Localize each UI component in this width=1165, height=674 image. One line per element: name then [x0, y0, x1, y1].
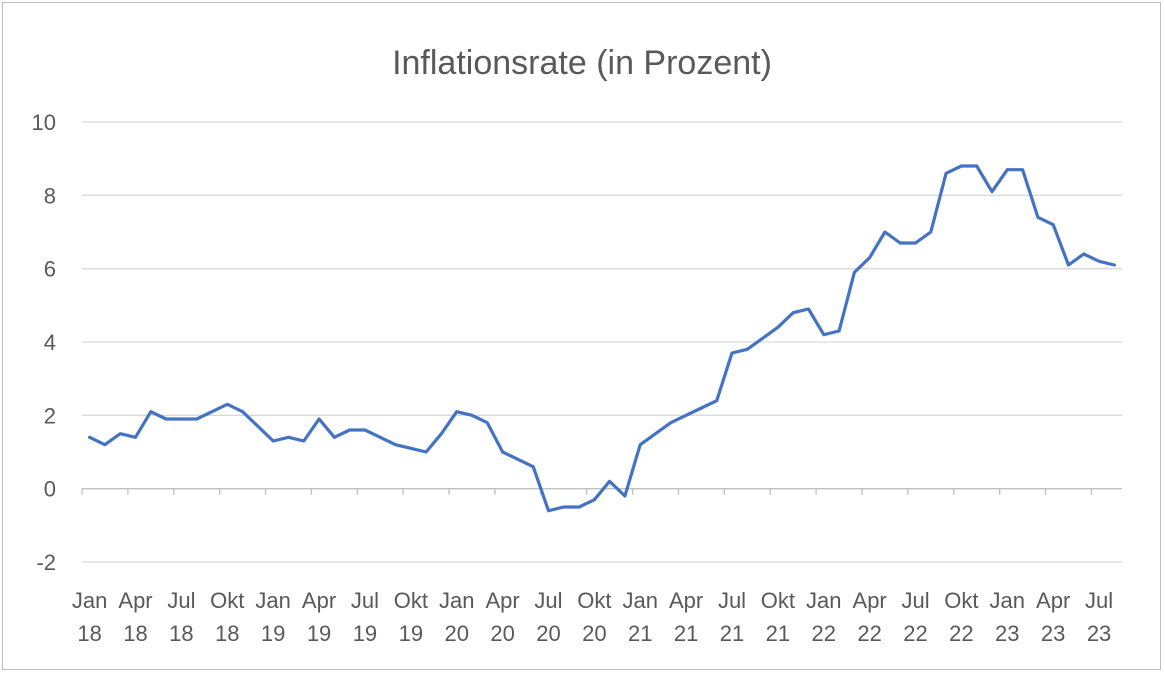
- x-tick-year: 18: [123, 621, 147, 646]
- x-tick-label: Jan 23: [990, 588, 1025, 646]
- x-tick-year: 18: [215, 621, 239, 646]
- x-tick-month: Okt: [577, 588, 611, 613]
- x-tick-month: Okt: [210, 588, 244, 613]
- x-tick-month: Apr: [302, 588, 336, 613]
- x-axis-ticks: Jan 18 Apr 18 Jul 18 Okt 18 Jan 19 Apr 19 Jul 19 Okt 19…: [72, 488, 1113, 646]
- x-tick-month: Okt: [761, 588, 795, 613]
- x-tick-month: Apr: [1036, 588, 1070, 613]
- x-tick-label: Apr 20: [485, 588, 519, 646]
- x-tick-month: Jan: [72, 588, 107, 613]
- y-tick-label: 2: [44, 403, 56, 428]
- x-tick-month: Jul: [1085, 588, 1113, 613]
- x-tick-year: 18: [169, 621, 193, 646]
- y-tick-label: 8: [44, 183, 56, 208]
- x-tick-year: 21: [766, 621, 790, 646]
- x-tick-label: Jul 21: [718, 588, 746, 646]
- gridlines: [82, 121, 1122, 563]
- x-tick-month: Apr: [485, 588, 519, 613]
- x-tick-month: Jul: [351, 588, 379, 613]
- x-tick-month: Jul: [718, 588, 746, 613]
- x-tick-month: Apr: [118, 588, 152, 613]
- x-tick-label: Apr 18: [118, 588, 152, 646]
- y-tick-label: 6: [44, 257, 56, 282]
- x-tick-month: Jul: [534, 588, 562, 613]
- x-tick-label: Jan 21: [622, 588, 657, 646]
- x-tick-label: Okt 20: [577, 588, 611, 646]
- x-tick-year: 19: [307, 621, 331, 646]
- x-tick-label: Jan 22: [806, 588, 841, 646]
- x-tick-year: 23: [995, 621, 1019, 646]
- y-tick-label: 0: [44, 477, 56, 502]
- y-tick-label: -2: [36, 550, 56, 575]
- x-tick-label: Jan 19: [255, 588, 290, 646]
- x-tick-year: 23: [1087, 621, 1111, 646]
- x-tick-label: Jul 19: [351, 588, 379, 646]
- x-tick-label: Jul 23: [1085, 588, 1113, 646]
- x-tick-month: Apr: [669, 588, 703, 613]
- x-tick-year: 19: [399, 621, 423, 646]
- x-tick-label: Jul 18: [167, 588, 195, 646]
- y-tick-label: 10: [32, 110, 56, 135]
- x-tick-year: 19: [353, 621, 377, 646]
- series-layer: [87, 164, 1117, 513]
- x-tick-year: 21: [674, 621, 698, 646]
- x-tick-label: Jul 20: [534, 588, 562, 646]
- x-tick-month: Jan: [990, 588, 1025, 613]
- x-tick-year: 19: [261, 621, 285, 646]
- x-tick-label: Okt 18: [210, 588, 244, 646]
- chart-title: Inflationsrate (in Prozent): [392, 44, 772, 82]
- x-tick-year: 22: [949, 621, 973, 646]
- series-line: [87, 164, 1117, 513]
- x-tick-month: Jan: [622, 588, 657, 613]
- x-tick-year: 20: [490, 621, 514, 646]
- x-tick-label: Apr 21: [669, 588, 703, 646]
- y-axis-ticks: 10 8 6 4 2 0 -2: [32, 110, 56, 575]
- x-tick-month: Jan: [439, 588, 474, 613]
- y-tick-label: 4: [44, 330, 56, 355]
- x-tick-month: Okt: [944, 588, 978, 613]
- x-tick-label: Okt 19: [394, 588, 428, 646]
- x-tick-label: Jan 18: [72, 588, 107, 646]
- x-tick-label: Apr 19: [302, 588, 336, 646]
- x-tick-year: 21: [628, 621, 652, 646]
- x-tick-year: 18: [77, 621, 101, 646]
- x-tick-label: Jan 20: [439, 588, 474, 646]
- x-tick-month: Jan: [255, 588, 290, 613]
- x-tick-year: 22: [903, 621, 927, 646]
- x-tick-year: 23: [1041, 621, 1065, 646]
- x-tick-month: Jan: [806, 588, 841, 613]
- x-tick-month: Jul: [901, 588, 929, 613]
- x-tick-month: Apr: [853, 588, 887, 613]
- x-tick-year: 21: [720, 621, 744, 646]
- x-tick-label: Jul 22: [901, 588, 929, 646]
- x-tick-year: 20: [444, 621, 468, 646]
- x-tick-label: Okt 22: [944, 588, 978, 646]
- x-tick-label: Apr 22: [853, 588, 887, 646]
- x-tick-label: Okt 21: [761, 588, 795, 646]
- x-tick-month: Okt: [394, 588, 428, 613]
- x-tick-year: 22: [812, 621, 836, 646]
- x-tick-year: 20: [536, 621, 560, 646]
- x-tick-year: 20: [582, 621, 606, 646]
- x-tick-label: Apr 23: [1036, 588, 1070, 646]
- x-tick-month: Jul: [167, 588, 195, 613]
- x-tick-year: 22: [857, 621, 881, 646]
